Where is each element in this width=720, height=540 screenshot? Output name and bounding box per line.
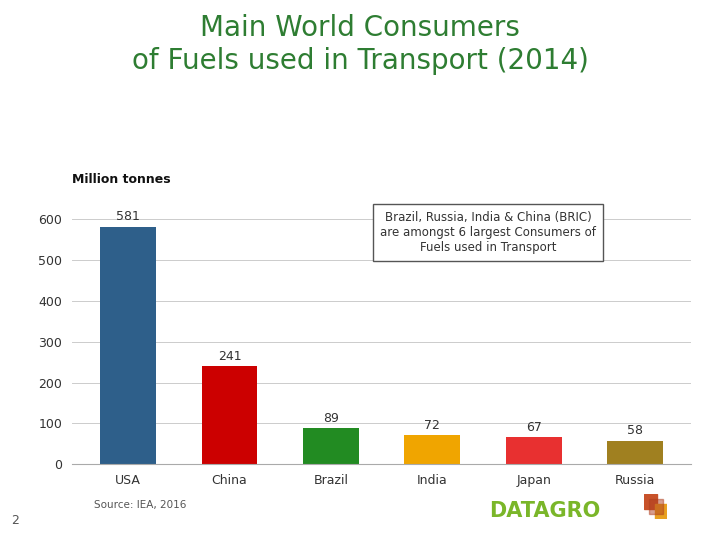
Text: 67: 67	[526, 421, 541, 434]
Bar	[303, 428, 359, 464]
Bar	[100, 227, 156, 464]
Bar	[506, 437, 562, 464]
Bar	[202, 366, 257, 464]
Text: Main World Consumers
of Fuels used in Transport (2014): Main World Consumers of Fuels used in Tr…	[132, 14, 588, 75]
Bar	[654, 504, 667, 519]
Text: 241: 241	[217, 349, 241, 362]
Text: 72: 72	[424, 418, 440, 431]
Text: 581: 581	[116, 211, 140, 224]
Bar	[405, 435, 460, 464]
Text: 58: 58	[627, 424, 643, 437]
Text: 2: 2	[11, 514, 19, 526]
Text: 89: 89	[323, 411, 339, 425]
Bar	[644, 494, 657, 509]
Bar	[649, 499, 663, 514]
Text: Million tonnes: Million tonnes	[72, 173, 171, 186]
Bar	[607, 441, 663, 464]
Text: Source: IEA, 2016: Source: IEA, 2016	[94, 500, 186, 510]
Text: Brazil, Russia, India & China (BRIC)
are amongst 6 largest Consumers of
Fuels us: Brazil, Russia, India & China (BRIC) are…	[380, 211, 596, 254]
Text: DATAGRO: DATAGRO	[490, 501, 601, 521]
